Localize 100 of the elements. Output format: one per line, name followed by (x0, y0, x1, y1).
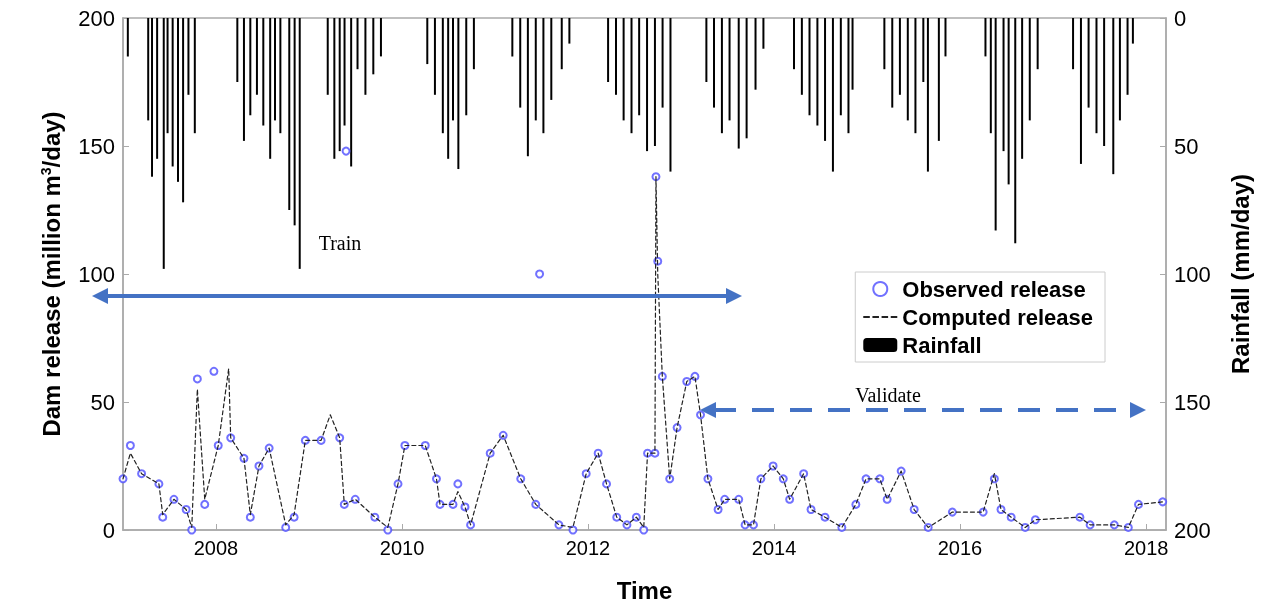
bar (669, 18, 672, 172)
bar (638, 18, 641, 116)
bar (754, 18, 757, 90)
bar (293, 18, 296, 226)
bar (839, 18, 842, 116)
bar (1103, 18, 1106, 146)
bar (162, 18, 165, 269)
bar (891, 18, 894, 108)
x-tick-label: 2012 (565, 537, 611, 559)
bar (274, 18, 277, 121)
bar (646, 18, 649, 152)
bar (338, 18, 341, 152)
bar (177, 18, 179, 182)
legend-label: Computed release (902, 304, 1094, 330)
bar (762, 18, 765, 49)
bar (433, 18, 436, 95)
y2-axis-title: Rainfall (mm/day) (1226, 173, 1254, 375)
bar (147, 18, 150, 121)
x-tick-label: 2010 (379, 537, 425, 559)
bar (1007, 18, 1010, 185)
bar (333, 18, 336, 159)
y-tick-label: 50 (90, 389, 115, 415)
bar (705, 18, 708, 82)
bar (720, 18, 723, 134)
bar (255, 18, 258, 95)
bar (737, 18, 740, 149)
bar (236, 18, 239, 82)
bar (883, 18, 886, 70)
y-tick-label: 150 (78, 133, 115, 159)
bar (728, 18, 731, 121)
y-tick-label: 200 (78, 5, 115, 31)
bar (1126, 18, 1129, 95)
x-tick-label: 2018 (1123, 537, 1169, 559)
y-tick-label: 100 (78, 261, 115, 287)
bar (614, 18, 617, 95)
bar (447, 18, 450, 159)
bar (279, 18, 282, 134)
y2-tick-label: 0 (1174, 5, 1187, 31)
bar (193, 18, 196, 134)
y-tick-label: 0 (102, 517, 115, 543)
y2-tick-label: 100 (1174, 261, 1211, 287)
bar (1095, 18, 1098, 134)
bar (372, 18, 375, 75)
bar (242, 18, 245, 141)
bar (511, 18, 514, 57)
bar (1112, 18, 1115, 175)
bar (1118, 18, 1121, 121)
bar (356, 18, 359, 70)
bar (926, 18, 929, 172)
bar (452, 18, 455, 121)
bar (526, 18, 529, 157)
y2-tick-label: 200 (1174, 517, 1211, 543)
bar (1021, 18, 1024, 159)
annotation: Validate (855, 384, 921, 406)
bar (156, 18, 159, 159)
bar (713, 18, 716, 108)
bar (661, 18, 664, 108)
bar (166, 18, 169, 134)
bar (937, 18, 940, 141)
bar (653, 18, 656, 146)
bar (534, 18, 537, 121)
bar (1131, 18, 1134, 44)
bar (1087, 18, 1090, 108)
bar (326, 18, 329, 95)
bar (441, 18, 444, 134)
y2-tick-label: 150 (1174, 389, 1211, 415)
bar (151, 18, 154, 177)
legend-label: Rainfall (902, 332, 982, 358)
bar (182, 18, 185, 203)
bar (792, 18, 795, 70)
bar (847, 18, 850, 134)
bar (1036, 18, 1039, 70)
bar (1072, 18, 1075, 70)
bar (343, 18, 346, 126)
bar (922, 18, 925, 82)
bar (472, 18, 475, 70)
bar (350, 18, 353, 167)
bar (984, 18, 987, 57)
bar (906, 18, 909, 121)
bar (126, 18, 129, 57)
bar (989, 18, 992, 134)
x-tick-label: 2014 (751, 537, 797, 559)
bar (1014, 18, 1017, 244)
bar (262, 18, 265, 126)
bar (187, 18, 190, 95)
bar (519, 18, 522, 108)
x-tick-label: 2016 (937, 537, 983, 559)
x-tick-label: 2008 (193, 537, 239, 559)
bar (171, 18, 174, 167)
bar (824, 18, 827, 141)
bar (465, 18, 468, 116)
bar (831, 18, 834, 172)
bar (994, 18, 997, 231)
bar (607, 18, 610, 82)
bar (269, 18, 272, 159)
legend-label: Observed release (902, 276, 1086, 302)
bar (622, 18, 625, 121)
annotation: Train (318, 232, 362, 254)
bar (249, 18, 252, 116)
x-axis-title: Time (616, 576, 673, 604)
